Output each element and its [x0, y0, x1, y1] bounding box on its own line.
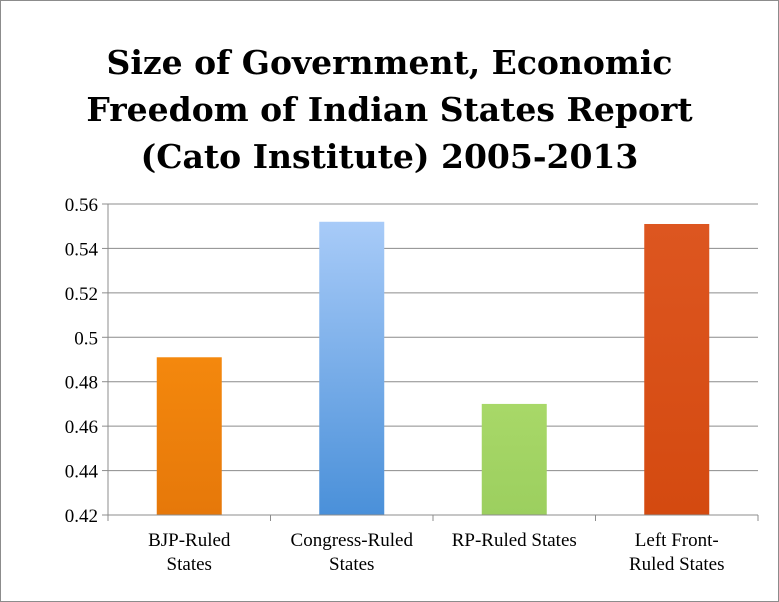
- y-tick-label: 0.46: [65, 417, 98, 438]
- y-tick-label: 0.44: [65, 462, 99, 483]
- x-category-label: RP-Ruled States: [452, 530, 577, 551]
- y-tick-label: 0.42: [65, 506, 98, 527]
- y-tick-label: 0.56: [65, 195, 98, 216]
- y-tick-label: 0.52: [65, 284, 98, 305]
- x-category-label-line: States: [167, 554, 212, 575]
- x-category-label: Left Front- Ruled States: [629, 530, 725, 575]
- x-category-label-line: States: [329, 554, 374, 575]
- bar: [319, 221, 385, 515]
- chart-title-line-3: (Cato Institute) 2005-2013: [140, 137, 639, 176]
- x-category-label-line: RP-Ruled States: [452, 530, 577, 551]
- bar: [644, 223, 710, 515]
- bar: [481, 403, 547, 515]
- x-category-label-line: Left Front-: [635, 530, 719, 551]
- x-category-label-line: Congress-Ruled: [291, 530, 414, 551]
- y-tick-label: 0.5: [74, 328, 98, 349]
- chart-title: Size of Government, Economic Freedom of …: [1, 39, 778, 180]
- x-category-label: BJP-Ruled States: [148, 530, 231, 575]
- y-tick-label: 0.48: [65, 373, 98, 394]
- chart-title-line-2: Freedom of Indian States Report: [86, 90, 693, 129]
- x-category-label-line: Ruled States: [629, 554, 725, 575]
- y-tick-label: 0.54: [65, 239, 99, 260]
- bar: [156, 357, 222, 515]
- x-category-label: Congress-Ruled States: [291, 530, 414, 575]
- x-category-label-line: BJP-Ruled: [148, 530, 231, 551]
- chart-title-line-1: Size of Government, Economic: [106, 43, 673, 82]
